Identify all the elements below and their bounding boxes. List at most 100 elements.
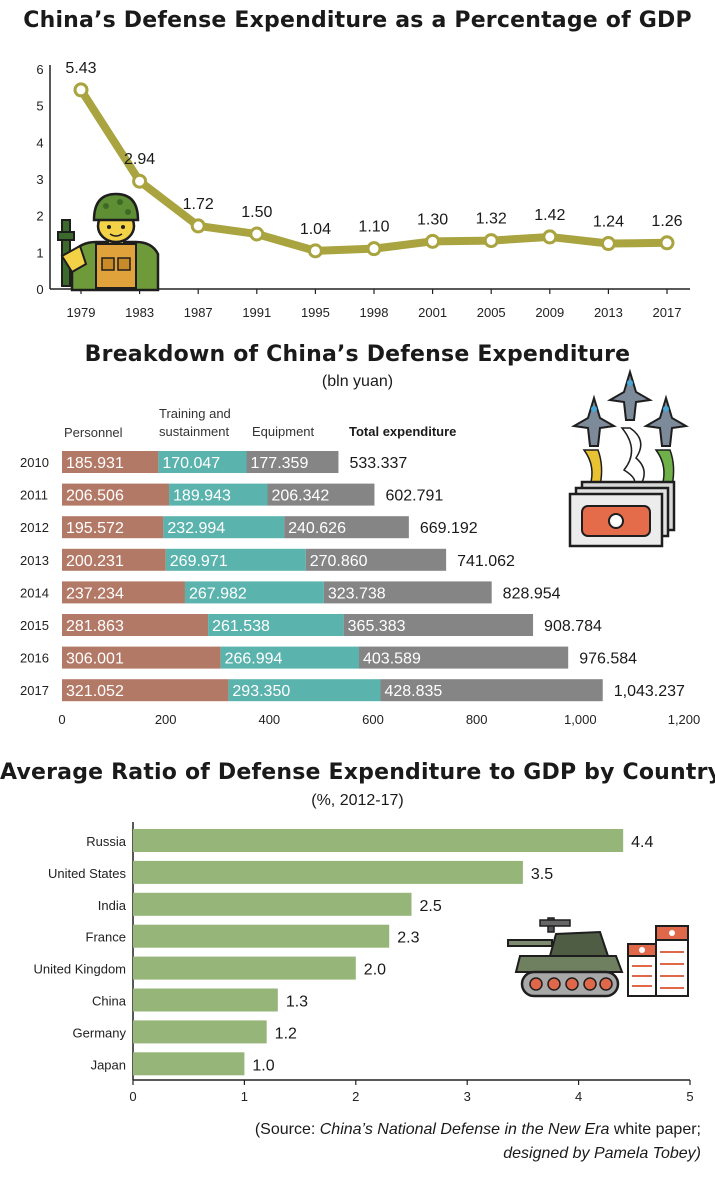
country-value-label: 2.5	[420, 898, 442, 915]
country-bar	[133, 924, 390, 948]
country-label: United Kingdom	[34, 962, 127, 977]
data-point	[366, 241, 382, 257]
total-label: 828.954	[503, 585, 561, 602]
data-point	[425, 233, 441, 249]
year-label: 2013	[20, 553, 49, 568]
banknotes-icon	[568, 480, 676, 548]
segment-label: 232.994	[167, 520, 225, 537]
total-label: 976.584	[579, 651, 637, 668]
x-tick-label: 400	[258, 712, 280, 727]
y-tick-label: 4	[36, 135, 43, 150]
country-bar	[133, 860, 523, 884]
data-point	[542, 229, 558, 245]
segment-label: 195.572	[66, 520, 124, 537]
stacked-chart-subtitle: (bln yuan)	[321, 373, 394, 390]
stack-segment	[184, 581, 324, 604]
total-label: 533.337	[349, 455, 407, 472]
data-label: 1.26	[651, 213, 682, 230]
y-tick-label: 3	[36, 172, 43, 187]
segment-label: 365.383	[348, 618, 406, 635]
y-tick-label: 2	[36, 209, 43, 224]
data-point	[249, 226, 265, 242]
year-label: 2011	[20, 488, 48, 503]
year-label: 2010	[20, 455, 49, 470]
segment-label: 269.971	[170, 553, 228, 570]
segment-label: 261.538	[212, 618, 270, 635]
x-tick-label: 1987	[184, 305, 213, 320]
source-prefix: (Source:	[254, 1121, 320, 1138]
stack-segment	[62, 483, 170, 506]
country-value-label: 1.3	[286, 994, 308, 1011]
country-bar	[133, 1020, 267, 1044]
stack-segment	[62, 581, 185, 604]
data-label: 1.72	[183, 196, 214, 213]
total-label: 669.192	[420, 520, 478, 537]
x-tick-label: 3	[464, 1089, 471, 1104]
stack-segment	[380, 679, 603, 702]
tank-icon	[507, 917, 624, 998]
y-tick-label: 5	[36, 99, 43, 114]
country-value-label: 2.3	[397, 930, 419, 947]
country-value-label: 1.2	[275, 1025, 297, 1042]
segment-label: 306.001	[66, 651, 124, 668]
stack-segment	[62, 548, 166, 571]
country-label: Russia	[86, 834, 127, 849]
x-tick-label: 2009	[535, 305, 564, 320]
country-label: India	[98, 898, 127, 913]
country-bar	[133, 956, 356, 980]
data-label: 1.42	[534, 207, 565, 224]
x-tick-label: 2005	[477, 305, 506, 320]
year-label: 2015	[20, 618, 49, 633]
x-tick-label: 1,000	[564, 712, 597, 727]
x-tick-label: 1995	[301, 305, 330, 320]
x-tick-label: 4	[575, 1089, 582, 1104]
country-label: Japan	[91, 1057, 126, 1072]
stack-segment	[246, 451, 339, 473]
country-bar	[133, 1052, 245, 1076]
stack-segment	[62, 516, 164, 539]
segment-label: 185.931	[66, 455, 124, 472]
data-point	[600, 236, 616, 252]
x-tick-label: 1998	[360, 305, 389, 320]
stack-segment	[163, 516, 285, 539]
country-bar	[133, 892, 412, 916]
fighter-jets-icon	[570, 368, 690, 487]
segment-label: 321.052	[66, 683, 124, 700]
year-label: 2016	[20, 651, 49, 666]
stack-segment	[165, 548, 306, 571]
segment-label: 237.234	[66, 585, 124, 602]
country-value-label: 1.0	[252, 1057, 274, 1074]
country-value-label: 4.4	[631, 834, 653, 851]
segment-label: 281.863	[66, 618, 124, 635]
country-label: France	[86, 930, 126, 945]
stack-segment	[359, 646, 569, 669]
data-label: 1.50	[241, 204, 272, 221]
stack-segment	[220, 646, 360, 669]
legend-equipment: Equipment	[252, 424, 315, 439]
segment-label: 428.835	[384, 683, 442, 700]
total-label: 1,043.237	[614, 683, 685, 700]
segment-label: 206.506	[66, 488, 124, 505]
year-label: 2012	[20, 520, 49, 535]
y-tick-label: 6	[36, 62, 43, 77]
source-publication: China’s National Defense in the New Era	[319, 1121, 610, 1138]
segment-label: 323.738	[328, 585, 386, 602]
total-label: 741.062	[457, 553, 515, 570]
x-tick-label: 2017	[653, 305, 682, 320]
segment-label: 206.342	[271, 488, 329, 505]
country-label: United States	[48, 866, 127, 881]
segment-label: 177.359	[251, 455, 309, 472]
country-chart-subtitle: (%, 2012-17)	[311, 792, 404, 809]
x-tick-label: 1,200	[668, 712, 701, 727]
country-label: China	[92, 994, 127, 1009]
total-label: 908.784	[544, 618, 602, 635]
segment-label: 189.943	[173, 488, 231, 505]
source-designer: designed by Pamela Tobey)	[503, 1145, 701, 1162]
stack-segment	[323, 581, 492, 604]
x-tick-label: 0	[129, 1089, 136, 1104]
data-point	[73, 82, 89, 98]
x-tick-label: 200	[155, 712, 177, 727]
x-tick-label: 0	[58, 712, 65, 727]
x-tick-label: 1991	[242, 305, 271, 320]
x-tick-label: 2013	[594, 305, 623, 320]
